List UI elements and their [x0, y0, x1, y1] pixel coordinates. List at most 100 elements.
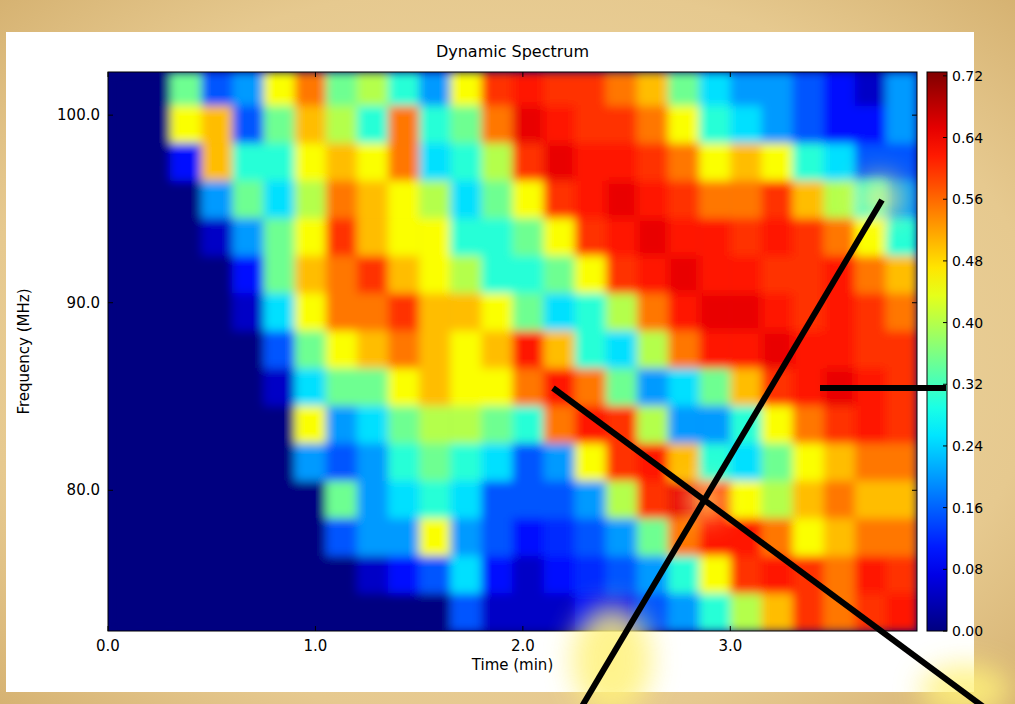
colorbar-tick-label: 0.40	[952, 315, 983, 331]
heatmap-cell	[730, 368, 762, 406]
heatmap-cell	[201, 406, 233, 444]
heatmap-cell	[326, 106, 358, 144]
heatmap-cell	[730, 331, 762, 369]
heatmap-cell	[855, 443, 887, 481]
heatmap-cell	[326, 518, 358, 556]
x-tick-label: 1.0	[304, 637, 328, 655]
heatmap-cell	[699, 218, 731, 256]
heatmap-cell	[450, 181, 482, 219]
heatmap-cell	[232, 218, 264, 256]
heatmap-cell	[264, 181, 296, 219]
heatmap-cell	[575, 72, 607, 106]
heatmap-cell	[295, 106, 327, 144]
colorbar-tick	[943, 75, 947, 76]
heatmap-cell	[513, 481, 545, 519]
heatmap-cell	[388, 331, 420, 369]
heatmap-cell	[699, 181, 731, 219]
heatmap-cell	[264, 218, 296, 256]
heatmap-cell	[388, 256, 420, 294]
annotation-line	[820, 385, 946, 391]
heatmap-cell	[201, 443, 233, 481]
heatmap-cell	[295, 218, 327, 256]
x-tick	[730, 626, 731, 631]
chart-svg: 0.01.02.03.080.090.0100.0Dynamic Spectru…	[0, 0, 1015, 704]
heatmap-cell	[606, 518, 638, 556]
heatmap-cell	[575, 518, 607, 556]
heatmap-cell	[699, 331, 731, 369]
heatmap-cell	[730, 218, 762, 256]
heatmap-cell	[637, 106, 669, 144]
heatmap-cell	[481, 518, 513, 556]
heatmap-cell	[419, 106, 451, 144]
x-tick-label: 3.0	[718, 637, 742, 655]
heatmap-cell	[793, 443, 825, 481]
heatmap-cell	[357, 256, 389, 294]
heatmap-cell	[699, 556, 731, 594]
heatmap-cell	[170, 72, 202, 106]
heatmap-cell	[637, 181, 669, 219]
heatmap-cell	[264, 518, 296, 556]
annotation-lines	[553, 176, 1010, 704]
heatmap-cell	[606, 143, 638, 181]
heatmap-cell	[326, 481, 358, 519]
heatmap-cell	[855, 331, 887, 369]
heatmap-cell	[170, 256, 202, 294]
heatmap-cell	[264, 72, 296, 106]
y-tick	[108, 490, 113, 491]
y-tick-label: 90.0	[67, 294, 100, 312]
heatmap-cell	[450, 256, 482, 294]
heatmap-cell	[855, 406, 887, 444]
heatmap-cell	[326, 406, 358, 444]
heatmap-cell	[388, 368, 420, 406]
heatmap-cell	[886, 593, 917, 631]
heatmap-cell	[761, 181, 793, 219]
heatmap-cell	[513, 556, 545, 594]
heatmap-cell	[886, 406, 917, 444]
heatmap-cell	[544, 181, 576, 219]
heatmap-cell	[295, 443, 327, 481]
heatmap-cell	[108, 72, 140, 106]
heatmap-cell	[357, 481, 389, 519]
colorbar-tick	[943, 137, 947, 138]
heatmap-cell	[855, 481, 887, 519]
heatmap-cell	[793, 593, 825, 631]
heatmap-cell	[108, 368, 140, 406]
heatmap-cell	[232, 256, 264, 294]
heatmap-cell	[326, 293, 358, 331]
heatmap-cell	[793, 368, 825, 406]
heatmap-cell	[793, 143, 825, 181]
heatmap-cell	[481, 106, 513, 144]
heatmap-cell	[295, 72, 327, 106]
heatmap-cell	[139, 143, 171, 181]
heatmap-cell	[668, 143, 700, 181]
x-tick-label: 2.0	[511, 637, 535, 655]
annotation-glow	[858, 176, 902, 220]
heatmap-cell	[606, 368, 638, 406]
heatmap-cell	[824, 143, 856, 181]
heatmap-cell	[357, 218, 389, 256]
heatmap-cell	[108, 256, 140, 294]
heatmap-cell	[264, 556, 296, 594]
heatmap-cell	[201, 368, 233, 406]
heatmap-cell	[761, 481, 793, 519]
heatmap-cell	[730, 256, 762, 294]
heatmap-cell	[264, 331, 296, 369]
heatmap-cell	[668, 106, 700, 144]
heatmap-cell	[699, 368, 731, 406]
heatmap-cell	[295, 293, 327, 331]
heatmap-cell	[855, 106, 887, 144]
annotation-line	[553, 388, 985, 704]
heatmap-cell	[326, 181, 358, 219]
heatmap-cell	[575, 368, 607, 406]
colorbar-tick-label: 0.16	[952, 500, 983, 516]
heatmap-cell	[139, 556, 171, 594]
heatmap-cell	[450, 72, 482, 106]
heatmap-cell	[326, 368, 358, 406]
heatmap-cell	[730, 481, 762, 519]
heatmap-cell	[419, 406, 451, 444]
heatmap-cell	[295, 181, 327, 219]
x-tick-label: 0.0	[96, 637, 120, 655]
heatmap-cell	[295, 256, 327, 294]
heatmap-cell	[513, 293, 545, 331]
heatmap-cell	[886, 106, 917, 144]
